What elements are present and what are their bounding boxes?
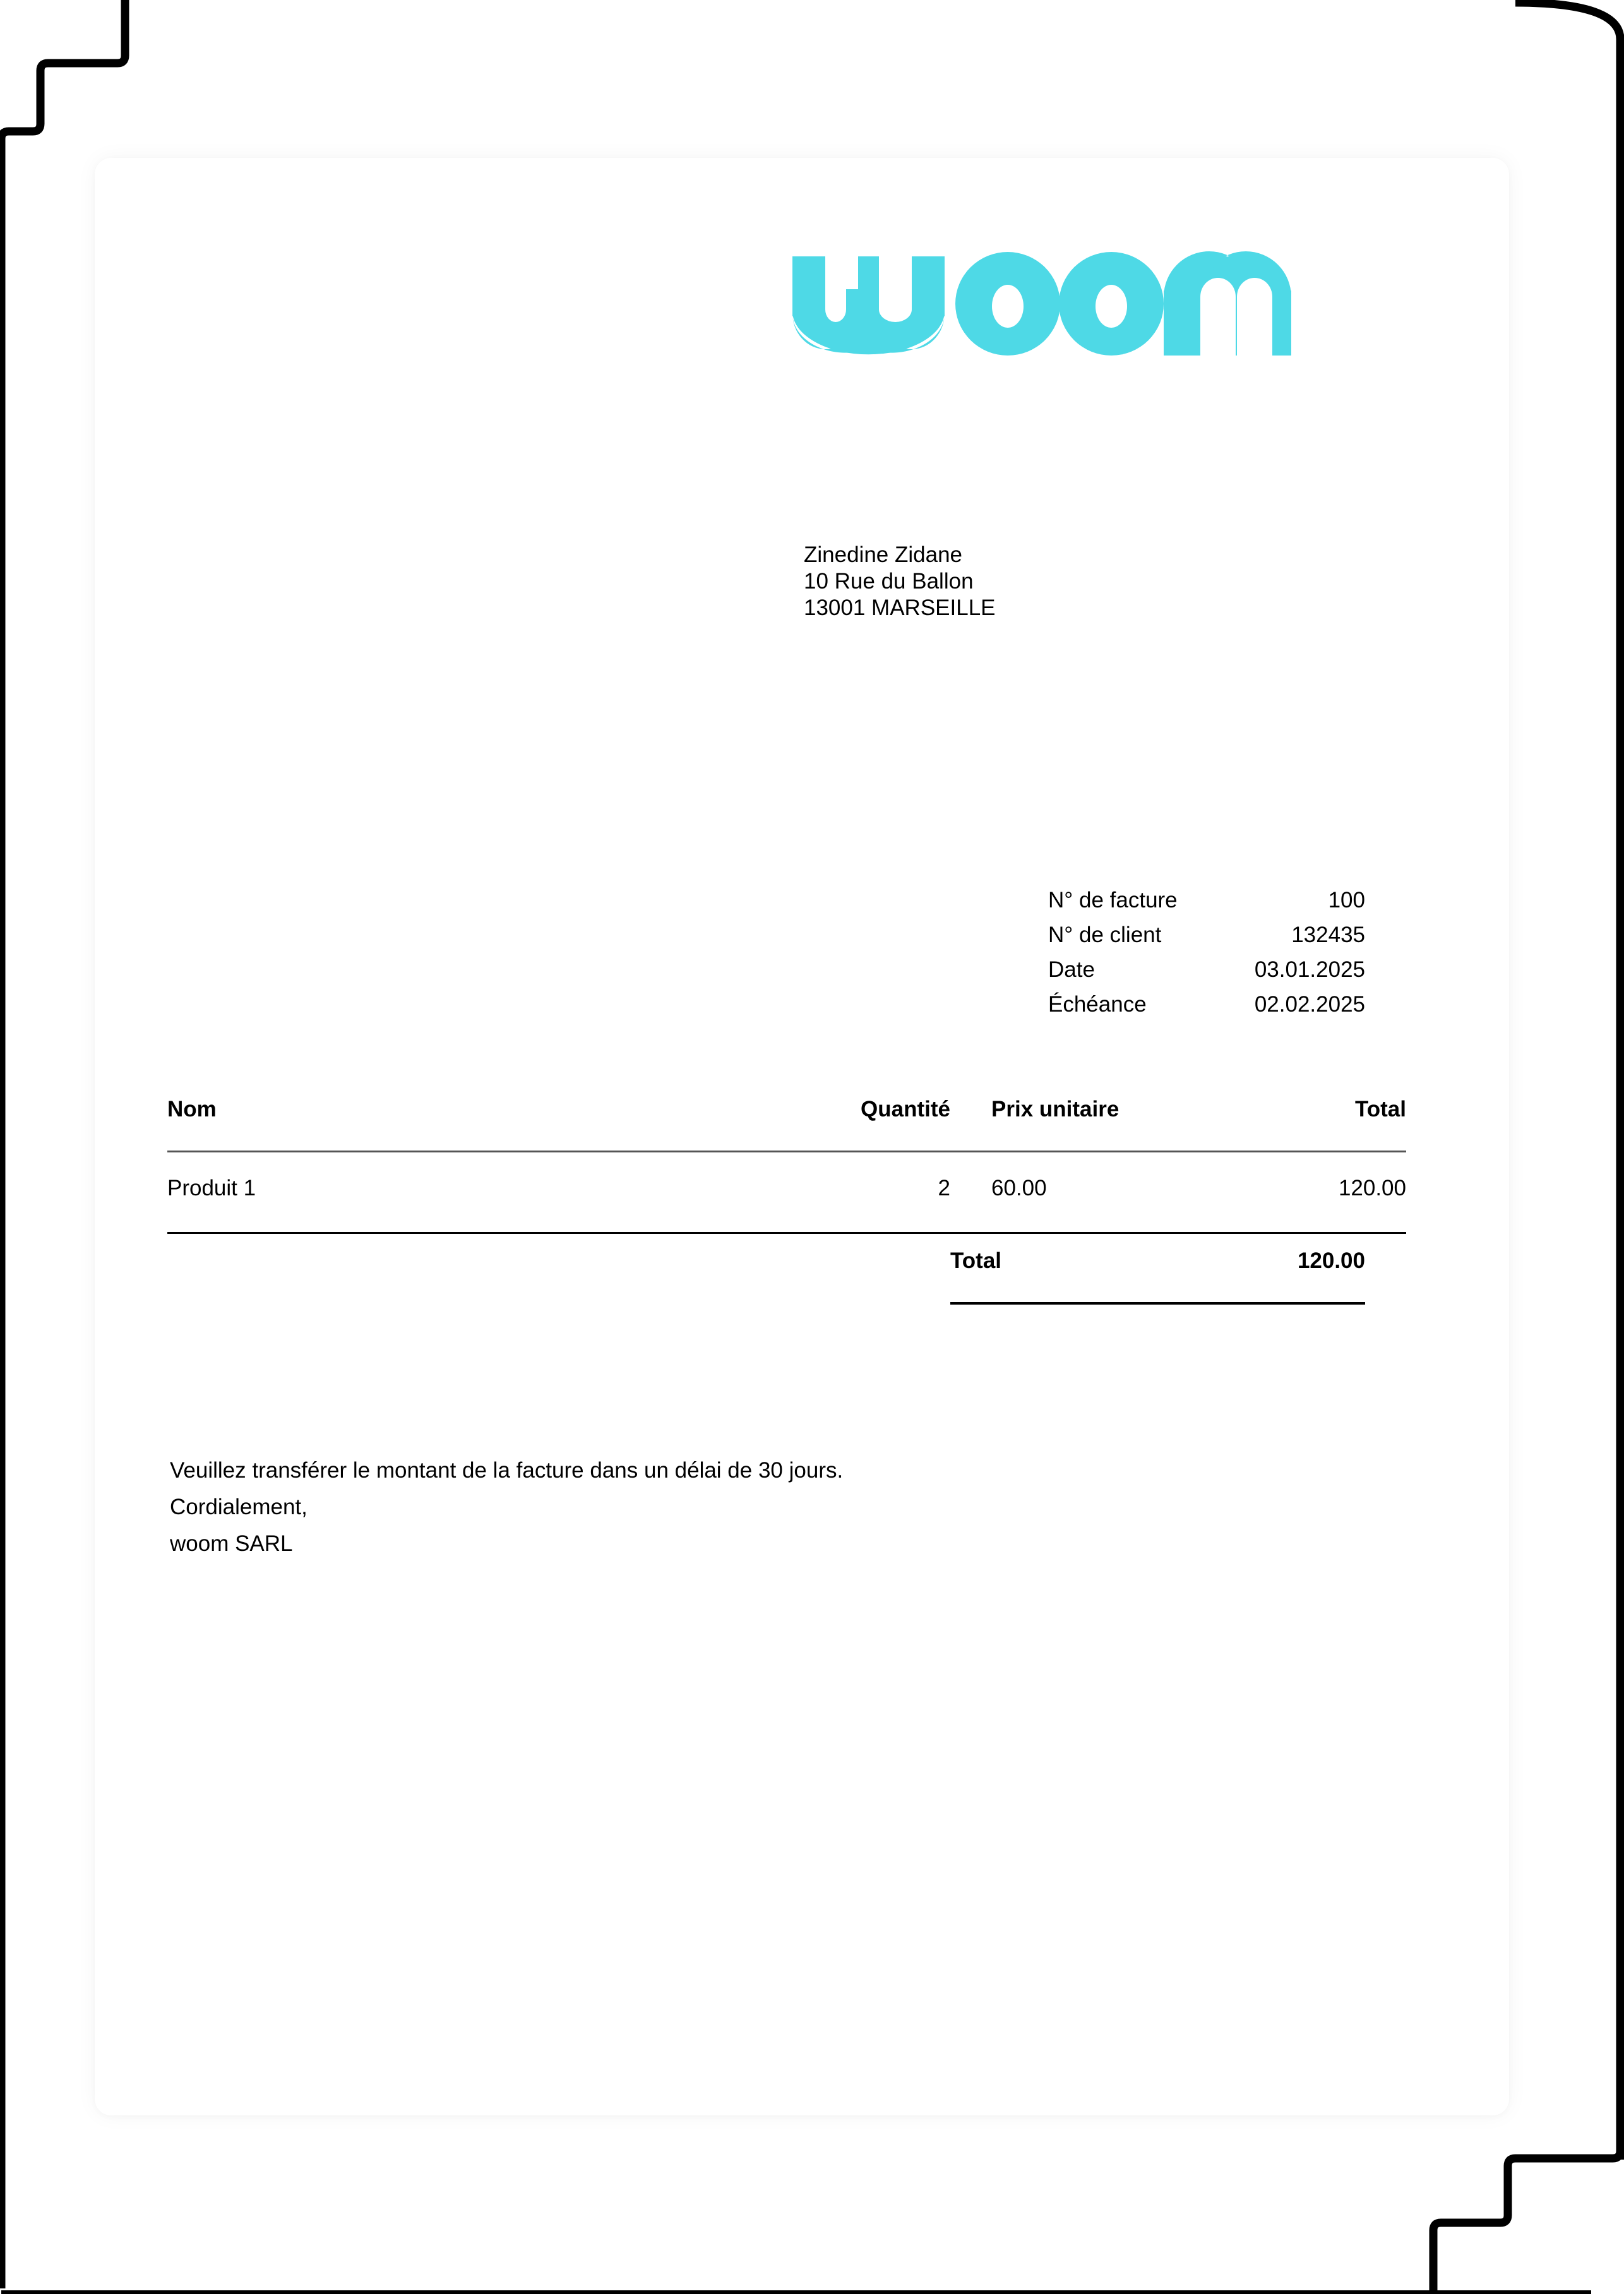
footer-note: Veuillez transférer le montant de la fac…: [170, 1452, 843, 1562]
table-row: Produit 1 2 60.00 120.00: [167, 1151, 1406, 1234]
recipient-city: 13001 MARSEILLE: [804, 595, 996, 620]
grand-total-table: Total 120.00: [950, 1249, 1365, 1305]
invoice-meta: N° de facture 100 N° de client 132435 Da…: [1048, 883, 1365, 1022]
cell-item-name: Produit 1: [167, 1151, 780, 1234]
woom-logo-icon: [792, 251, 1291, 356]
meta-row-client-number: N° de client 132435: [1048, 918, 1365, 952]
cell-item-quantity: 2: [780, 1151, 950, 1234]
recipient-street: 10 Rue du Ballon: [804, 569, 974, 594]
cell-item-total: 120.00: [1231, 1151, 1406, 1234]
meta-label-invoice-number: N° de facture: [1048, 888, 1178, 912]
line-items-header-row: Nom Quantité Prix unitaire Total: [167, 1097, 1406, 1152]
recipient-name: Zinedine Zidane: [804, 542, 962, 567]
meta-row-invoice-number: N° de facture 100: [1048, 883, 1365, 918]
column-header-total: Total: [1231, 1097, 1406, 1152]
column-header-name: Nom: [167, 1097, 780, 1152]
footer-signature: woom SARL: [170, 1531, 293, 1556]
meta-label-client-number: N° de client: [1048, 923, 1162, 947]
grand-total-row: Total 120.00: [950, 1249, 1365, 1305]
recipient-address: Zinedine Zidane 10 Rue du Ballon 13001 M…: [804, 542, 996, 621]
column-header-unit-price: Prix unitaire: [950, 1097, 1231, 1152]
meta-row-due-date: Échéance 02.02.2025: [1048, 987, 1365, 1022]
meta-value-client-number: 132435: [1291, 923, 1365, 947]
column-header-quantity: Quantité: [780, 1097, 950, 1152]
woom-logo: [792, 251, 1291, 356]
cell-item-unit-price: 60.00: [950, 1151, 1231, 1234]
meta-value-invoice-number: 100: [1328, 888, 1365, 912]
line-items-table: Nom Quantité Prix unitaire Total Produit…: [167, 1097, 1406, 1234]
meta-value-due-date: 02.02.2025: [1254, 992, 1365, 1017]
footer-payment-terms: Veuillez transférer le montant de la fac…: [170, 1458, 844, 1483]
meta-label-date: Date: [1048, 957, 1095, 982]
meta-label-due-date: Échéance: [1048, 992, 1147, 1017]
invoice-meta-table: N° de facture 100 N° de client 132435 Da…: [1048, 883, 1365, 1022]
grand-total-label: Total: [950, 1249, 1158, 1305]
grand-total-value: 120.00: [1157, 1249, 1365, 1305]
frame-right-edge: [1515, 0, 1624, 2160]
meta-row-date: Date 03.01.2025: [1048, 952, 1365, 987]
line-items: Nom Quantité Prix unitaire Total Produit…: [167, 1097, 1406, 1234]
frame-bottom-right-step: [1429, 2150, 1624, 2293]
footer-closing: Cordialement,: [170, 1495, 307, 1519]
meta-value-date: 03.01.2025: [1254, 957, 1365, 982]
grand-total: Total 120.00: [950, 1249, 1365, 1305]
